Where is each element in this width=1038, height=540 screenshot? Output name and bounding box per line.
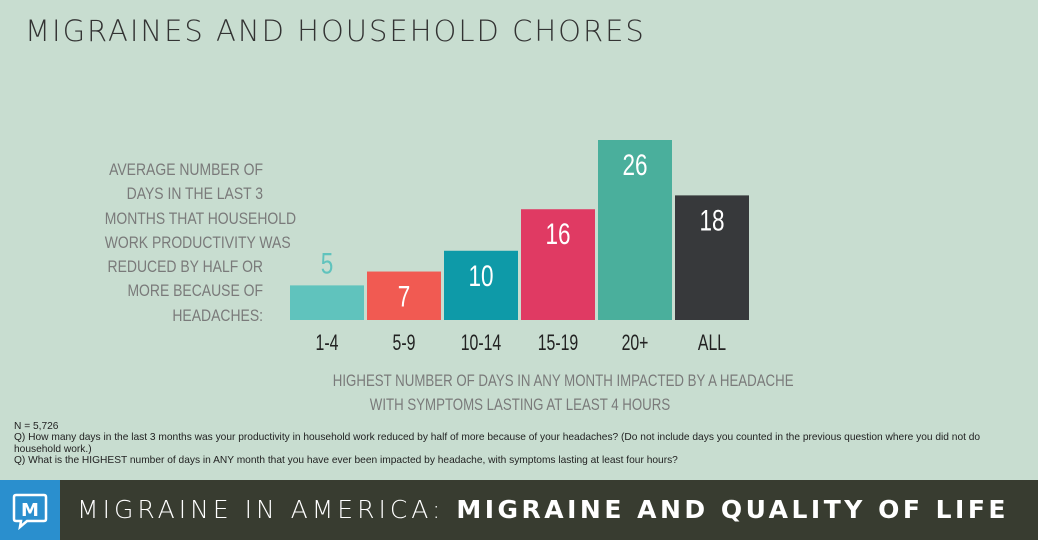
data-label-ALL: 18 <box>699 203 724 237</box>
y-axis-label-line: HEADACHES: <box>172 305 263 325</box>
bar-5-9 <box>367 271 441 320</box>
x-axis-label-line: WITH SYMPTOMS LASTING AT LEAST 4 HOURS <box>369 395 671 414</box>
y-axis-label-line: MORE BECAUSE OF <box>127 281 263 301</box>
question-1: Q) How many days in the last 3 months wa… <box>14 432 981 455</box>
x-tick-label: ALL <box>698 332 726 356</box>
survey-notes: N = 5,726 Q) How many days in the last 3… <box>14 421 1014 466</box>
x-tick-label: 20+ <box>622 332 649 356</box>
speech-bubble-icon: M <box>12 493 48 530</box>
y-axis-label-line: AVERAGE NUMBER OF <box>109 160 263 179</box>
x-tick-label: 10-14 <box>461 332 502 356</box>
bar-10-14 <box>444 250 518 320</box>
bar-ALL <box>675 195 749 320</box>
footer-banner: M MIGRAINE IN AMERICA: MIGRAINE AND QUAL… <box>0 480 1038 540</box>
y-axis-label-line: MONTHS THAT HOUSEHOLD <box>104 208 297 228</box>
chart-title: MIGRAINES AND HOUSEHOLD CHORES <box>25 14 646 48</box>
footer-series-label: MIGRAINE IN AMERICA: <box>77 495 445 524</box>
x-axis-label-line: HIGHEST NUMBER OF DAYS IN ANY MONTH IMPA… <box>332 371 794 390</box>
logo-letter: M <box>21 500 39 521</box>
migraine-logo: M <box>0 480 60 540</box>
y-axis-label-line: REDUCED BY HALF OR <box>107 257 264 277</box>
y-axis-label-line: WORK PRODUCTIVITY WAS <box>104 232 291 252</box>
x-tick-label: 1-4 <box>316 332 339 356</box>
bar-15-19 <box>521 209 595 320</box>
x-tick-label: 5-9 <box>393 332 416 356</box>
footer-topic: MIGRAINE AND QUALITY OF LIFE <box>456 495 1010 524</box>
data-label-15-19: 16 <box>545 217 570 251</box>
bar-chart: 5 1-4 7 5-9 10 10-14 16 15-19 26 20+ 18 ALL <box>290 140 749 356</box>
x-tick-label: 15-19 <box>538 332 578 356</box>
data-label-1-4: 5 <box>321 246 334 280</box>
data-label-5-9: 7 <box>398 279 411 313</box>
y-axis-label: AVERAGE NUMBER OF DAYS IN THE LAST 3 MON… <box>104 158 297 328</box>
footer-title: MIGRAINE IN AMERICA: MIGRAINE AND QUALIT… <box>77 495 1009 524</box>
sample-size: N = 5,726 <box>14 421 59 432</box>
data-label-10-14: 10 <box>468 259 493 293</box>
question-2: Q) What is the HIGHEST number of days in… <box>14 454 678 466</box>
bar-20+ <box>598 140 672 320</box>
y-axis-label-line: DAYS IN THE LAST 3 <box>126 184 263 204</box>
bar-1-4 <box>290 285 364 320</box>
x-axis-label: HIGHEST NUMBER OF DAYS IN ANY MONTH IMPA… <box>332 369 794 417</box>
data-label-20+: 26 <box>622 148 647 182</box>
